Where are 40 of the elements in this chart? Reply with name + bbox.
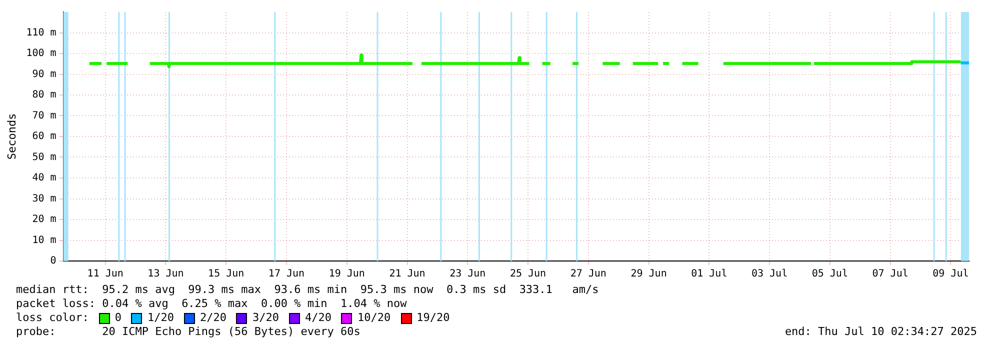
x-tick-label: 25 Jun bbox=[510, 268, 546, 280]
text: probe: 20 ICMP Echo Pings (56 Bytes) every 60s bbox=[16, 325, 360, 339]
x-tick-label: 27 Jun bbox=[570, 268, 606, 280]
legend-label: 1/20 bbox=[147, 311, 174, 325]
x-tick-label: 09 Jul bbox=[932, 268, 969, 280]
y-tick-label: 80 m bbox=[32, 90, 56, 101]
y-tick-label: 10 m bbox=[32, 234, 56, 246]
legend-label: 4/20 bbox=[304, 311, 332, 325]
y-tick-label: 90 m bbox=[32, 68, 56, 80]
text: end: Thu Jul 10 02:34:27 2025 bbox=[784, 325, 977, 339]
x-tick-label: 11 Jun bbox=[87, 268, 124, 280]
x-tick-label: 19 Jun bbox=[328, 268, 365, 280]
x-tick-label: 07 Jul bbox=[872, 268, 908, 280]
y-tick-label: 70 m bbox=[32, 110, 56, 122]
x-tick-label: 05 Jul bbox=[812, 268, 848, 280]
x-tick-label: 21 Jun bbox=[389, 268, 426, 280]
x-tick-label: 01 Jul bbox=[691, 268, 728, 280]
y-axis-title: Seconds bbox=[5, 113, 18, 160]
x-tick-label: 29 Jun bbox=[630, 268, 667, 280]
x-tick-label: 03 Jul bbox=[751, 268, 788, 280]
legend-label: 3/20 bbox=[252, 311, 279, 325]
y-tick-label: 30 m bbox=[32, 193, 56, 204]
text: packet loss: 0.04 % avg 6.25 % max 0.00 % min 1.04 % now bbox=[16, 297, 408, 311]
text: median rtt: 95.2 ms avg 99.3 ms max 93.6 ms min 95.3 ms now 0.3 ms sd 333.1 am/s bbox=[16, 283, 600, 297]
y-tick-label: 60 m bbox=[32, 131, 56, 142]
x-tick-label: 17 Jun bbox=[268, 268, 305, 280]
legend-label: 19/20 bbox=[416, 311, 450, 325]
legend-label: 0 bbox=[114, 311, 122, 325]
x-tick-label: 13 Jun bbox=[148, 268, 184, 280]
y-tick-label: 110 m bbox=[26, 27, 56, 38]
legend-label: 2/20 bbox=[200, 311, 226, 325]
x-tick-label: 15 Jun bbox=[208, 268, 244, 280]
x-tick-label: 23 Jun bbox=[450, 268, 486, 280]
y-tick-label: 40 m bbox=[32, 172, 56, 184]
y-tick-label: 0 bbox=[50, 256, 56, 267]
y-tick-label: 50 m bbox=[32, 152, 56, 163]
legend-title: loss color: bbox=[16, 311, 89, 325]
y-tick-label: 20 m bbox=[32, 214, 56, 226]
y-tick-label: 100 m bbox=[26, 48, 56, 60]
legend-label: 10/20 bbox=[357, 311, 391, 325]
